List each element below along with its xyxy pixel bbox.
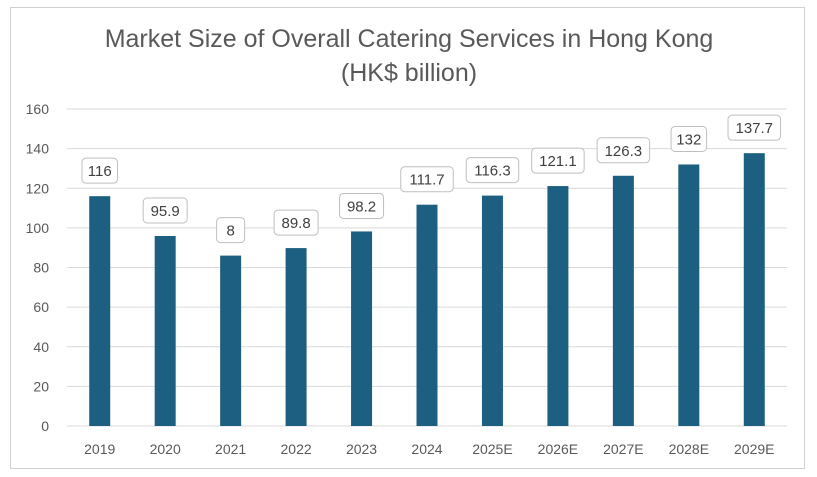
y-tick-label: 80 [33,260,49,276]
data-label-box [400,166,454,193]
data-label-box [339,192,385,219]
x-tick-label: 2019 [84,441,115,457]
data-label: 89.8 [281,215,310,232]
data-label-box [142,197,188,224]
x-tick-label: 2027E [603,441,643,457]
chart-frame [10,7,805,469]
bar-2021 [220,255,242,426]
bar-2029E [743,153,765,426]
bar-2027E [612,175,634,426]
x-tick-label: 2029E [734,441,774,457]
x-tick-label: 2023 [346,441,377,457]
x-tick-label: 2021 [215,441,246,457]
data-label: 95.9 [151,203,180,220]
bars [89,153,765,426]
data-label: 137.7 [735,120,773,137]
y-tick-label: 140 [26,141,50,157]
y-tick-label: 0 [41,418,49,434]
bar-2019 [89,196,111,426]
y-tick-label: 100 [26,220,50,236]
bar-2028E [678,164,700,426]
chart-subtitle: (HK$ billion) [341,59,477,87]
data-label: 111.7 [409,172,444,189]
x-tick-label: 2028E [669,441,709,457]
bar-2023 [351,231,373,426]
chart-title: Market Size of Overall Catering Services… [105,25,714,53]
data-label-box [273,209,319,236]
data-label: 116 [88,163,112,180]
y-axis-ticks: 0 20 40 60 80 100 120 140 160 [26,101,50,434]
data-label: 116.3 [474,163,510,180]
bar-2025E [481,195,503,426]
data-label-box [531,147,585,174]
bar-2024 [416,204,438,426]
data-label: 8 [226,223,234,240]
y-tick-label: 120 [26,180,50,196]
data-label-box [727,114,782,141]
data-label-box [81,157,118,184]
data-label-box [216,217,246,244]
data-label-box [670,125,708,152]
y-tick-label: 40 [33,339,49,355]
bar-2020 [154,235,176,426]
bar-2022 [285,248,307,426]
x-axis-ticks: 2019 2020 2021 2022 2023 2024 2025E 2026E 2027E 2… [84,441,774,457]
y-tick-label: 160 [26,101,50,117]
data-label-box [465,157,520,184]
x-tick-label: 2025E [472,441,512,457]
x-tick-label: 2022 [281,441,312,457]
data-label: 121.1 [539,153,577,170]
x-tick-label: 2024 [411,441,442,457]
x-tick-label: 2020 [150,441,181,457]
y-tick-label: 60 [33,299,49,315]
y-tick-label: 20 [33,378,49,394]
data-labels: 116 95.9 8 89.8 98.2 111.7 116.3 121.1 126.3 132 1… [81,114,782,244]
data-label: 132 [676,131,701,148]
bar-2026E [547,186,569,426]
data-label-box [596,137,651,164]
x-tick-label: 2026E [538,441,578,457]
data-label: 98.2 [347,198,376,215]
data-label: 126.3 [605,143,643,160]
